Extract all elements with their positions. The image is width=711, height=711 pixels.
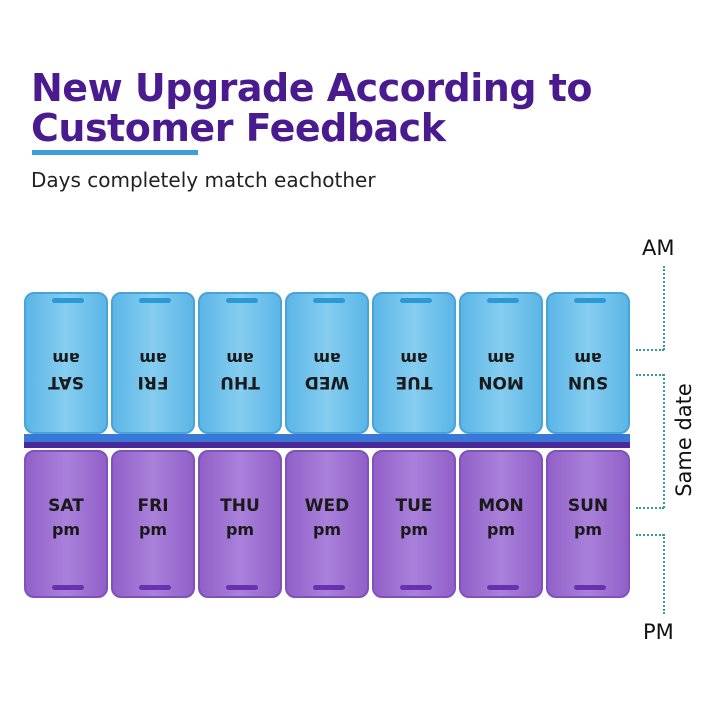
- lid-tab: [313, 585, 345, 590]
- same-date-label: Same date: [672, 383, 696, 497]
- period-label: pm: [138, 520, 168, 539]
- lid-tab: [313, 298, 345, 303]
- lid-tab: [139, 585, 171, 590]
- day-label: MON: [478, 496, 524, 516]
- compartment-label: TUE pm: [374, 496, 454, 552]
- hinge-rail-pm: [24, 442, 630, 448]
- compartment-am-tue[interactable]: TUE am: [372, 292, 456, 434]
- day-label: TUE: [395, 372, 433, 392]
- period-label: pm: [312, 520, 342, 539]
- lid-tab: [574, 585, 606, 590]
- compartment-label: THU pm: [200, 496, 280, 552]
- compartment-am-wed[interactable]: WED am: [285, 292, 369, 434]
- am-label: AM: [642, 236, 675, 260]
- am-bracket-horizontal: [636, 349, 664, 351]
- headline-line-1: New Upgrade According to: [31, 66, 593, 110]
- compartment-pm-thu[interactable]: THU pm: [198, 450, 282, 598]
- period-label: am: [226, 349, 254, 368]
- same-bracket-bottom: [636, 507, 664, 509]
- period-label: am: [313, 349, 341, 368]
- period-label: am: [574, 349, 602, 368]
- compartment-label: TUE am: [374, 336, 454, 392]
- day-label: FRI: [137, 372, 169, 392]
- compartment-label: THU am: [200, 336, 280, 392]
- period-label: pm: [399, 520, 429, 539]
- lid-tab: [487, 298, 519, 303]
- compartment-pm-tue[interactable]: TUE pm: [372, 450, 456, 598]
- day-label: WED: [304, 372, 350, 392]
- period-label: am: [139, 349, 167, 368]
- lid-tab: [400, 585, 432, 590]
- compartment-am-thu[interactable]: THU am: [198, 292, 282, 434]
- period-label: pm: [225, 520, 255, 539]
- period-label: pm: [51, 520, 81, 539]
- compartment-am-sun[interactable]: SUN am: [546, 292, 630, 434]
- compartment-label: SUN am: [548, 336, 628, 392]
- compartment-label: FRI pm: [113, 496, 193, 552]
- compartment-pm-wed[interactable]: WED pm: [285, 450, 369, 598]
- compartment-am-fri[interactable]: FRI am: [111, 292, 195, 434]
- compartment-label: MON pm: [461, 496, 541, 552]
- pm-label: PM: [643, 620, 674, 644]
- day-label: FRI: [137, 496, 169, 516]
- lid-tab: [52, 585, 84, 590]
- compartment-label: SAT pm: [26, 496, 106, 552]
- headline-line-2: Customer Feedback: [31, 106, 446, 150]
- compartment-pm-sat[interactable]: SAT pm: [24, 450, 108, 598]
- compartment-label: MON am: [461, 336, 541, 392]
- compartment-label: WED am: [287, 336, 367, 392]
- headline: New Upgrade According to Customer Feedba…: [31, 66, 593, 150]
- lid-tab: [226, 585, 258, 590]
- compartment-label: FRI am: [113, 336, 193, 392]
- lid-tab: [139, 298, 171, 303]
- period-label: pm: [573, 520, 603, 539]
- day-label: SUN: [567, 496, 609, 516]
- day-label: SAT: [48, 372, 84, 392]
- pm-bracket-horizontal: [636, 534, 664, 536]
- same-bracket-vertical: [663, 374, 665, 508]
- period-label: am: [487, 349, 515, 368]
- lid-tab: [226, 298, 258, 303]
- compartment-am-mon[interactable]: MON am: [459, 292, 543, 434]
- compartment-label: SUN pm: [548, 496, 628, 552]
- compartment-pm-mon[interactable]: MON pm: [459, 450, 543, 598]
- subheadline: Days completely match eachother: [31, 168, 376, 192]
- lid-tab: [574, 298, 606, 303]
- pm-bracket-vertical: [663, 534, 665, 614]
- period-label: pm: [486, 520, 516, 539]
- lid-tab: [487, 585, 519, 590]
- accent-underline: [32, 150, 198, 155]
- day-label: THU: [220, 496, 260, 516]
- day-label: TUE: [395, 496, 433, 516]
- compartment-label: SAT am: [26, 336, 106, 392]
- compartment-label: WED pm: [287, 496, 367, 552]
- day-label: THU: [220, 372, 260, 392]
- lid-tab: [52, 298, 84, 303]
- lid-tab: [400, 298, 432, 303]
- am-bracket-vertical: [663, 266, 665, 350]
- day-label: SUN: [567, 372, 609, 392]
- period-label: am: [400, 349, 428, 368]
- compartment-pm-fri[interactable]: FRI pm: [111, 450, 195, 598]
- day-label: MON: [478, 372, 524, 392]
- compartment-am-sat[interactable]: SAT am: [24, 292, 108, 434]
- pill-organizer: SAT am FRI am THU am WED am TUE am MON am SUN am SAT pm…: [20, 290, 634, 602]
- same-bracket-top: [636, 374, 664, 376]
- day-label: SAT: [48, 496, 84, 516]
- day-label: WED: [304, 496, 350, 516]
- compartment-pm-sun[interactable]: SUN pm: [546, 450, 630, 598]
- period-label: am: [52, 349, 80, 368]
- hinge-rail-am: [24, 434, 630, 442]
